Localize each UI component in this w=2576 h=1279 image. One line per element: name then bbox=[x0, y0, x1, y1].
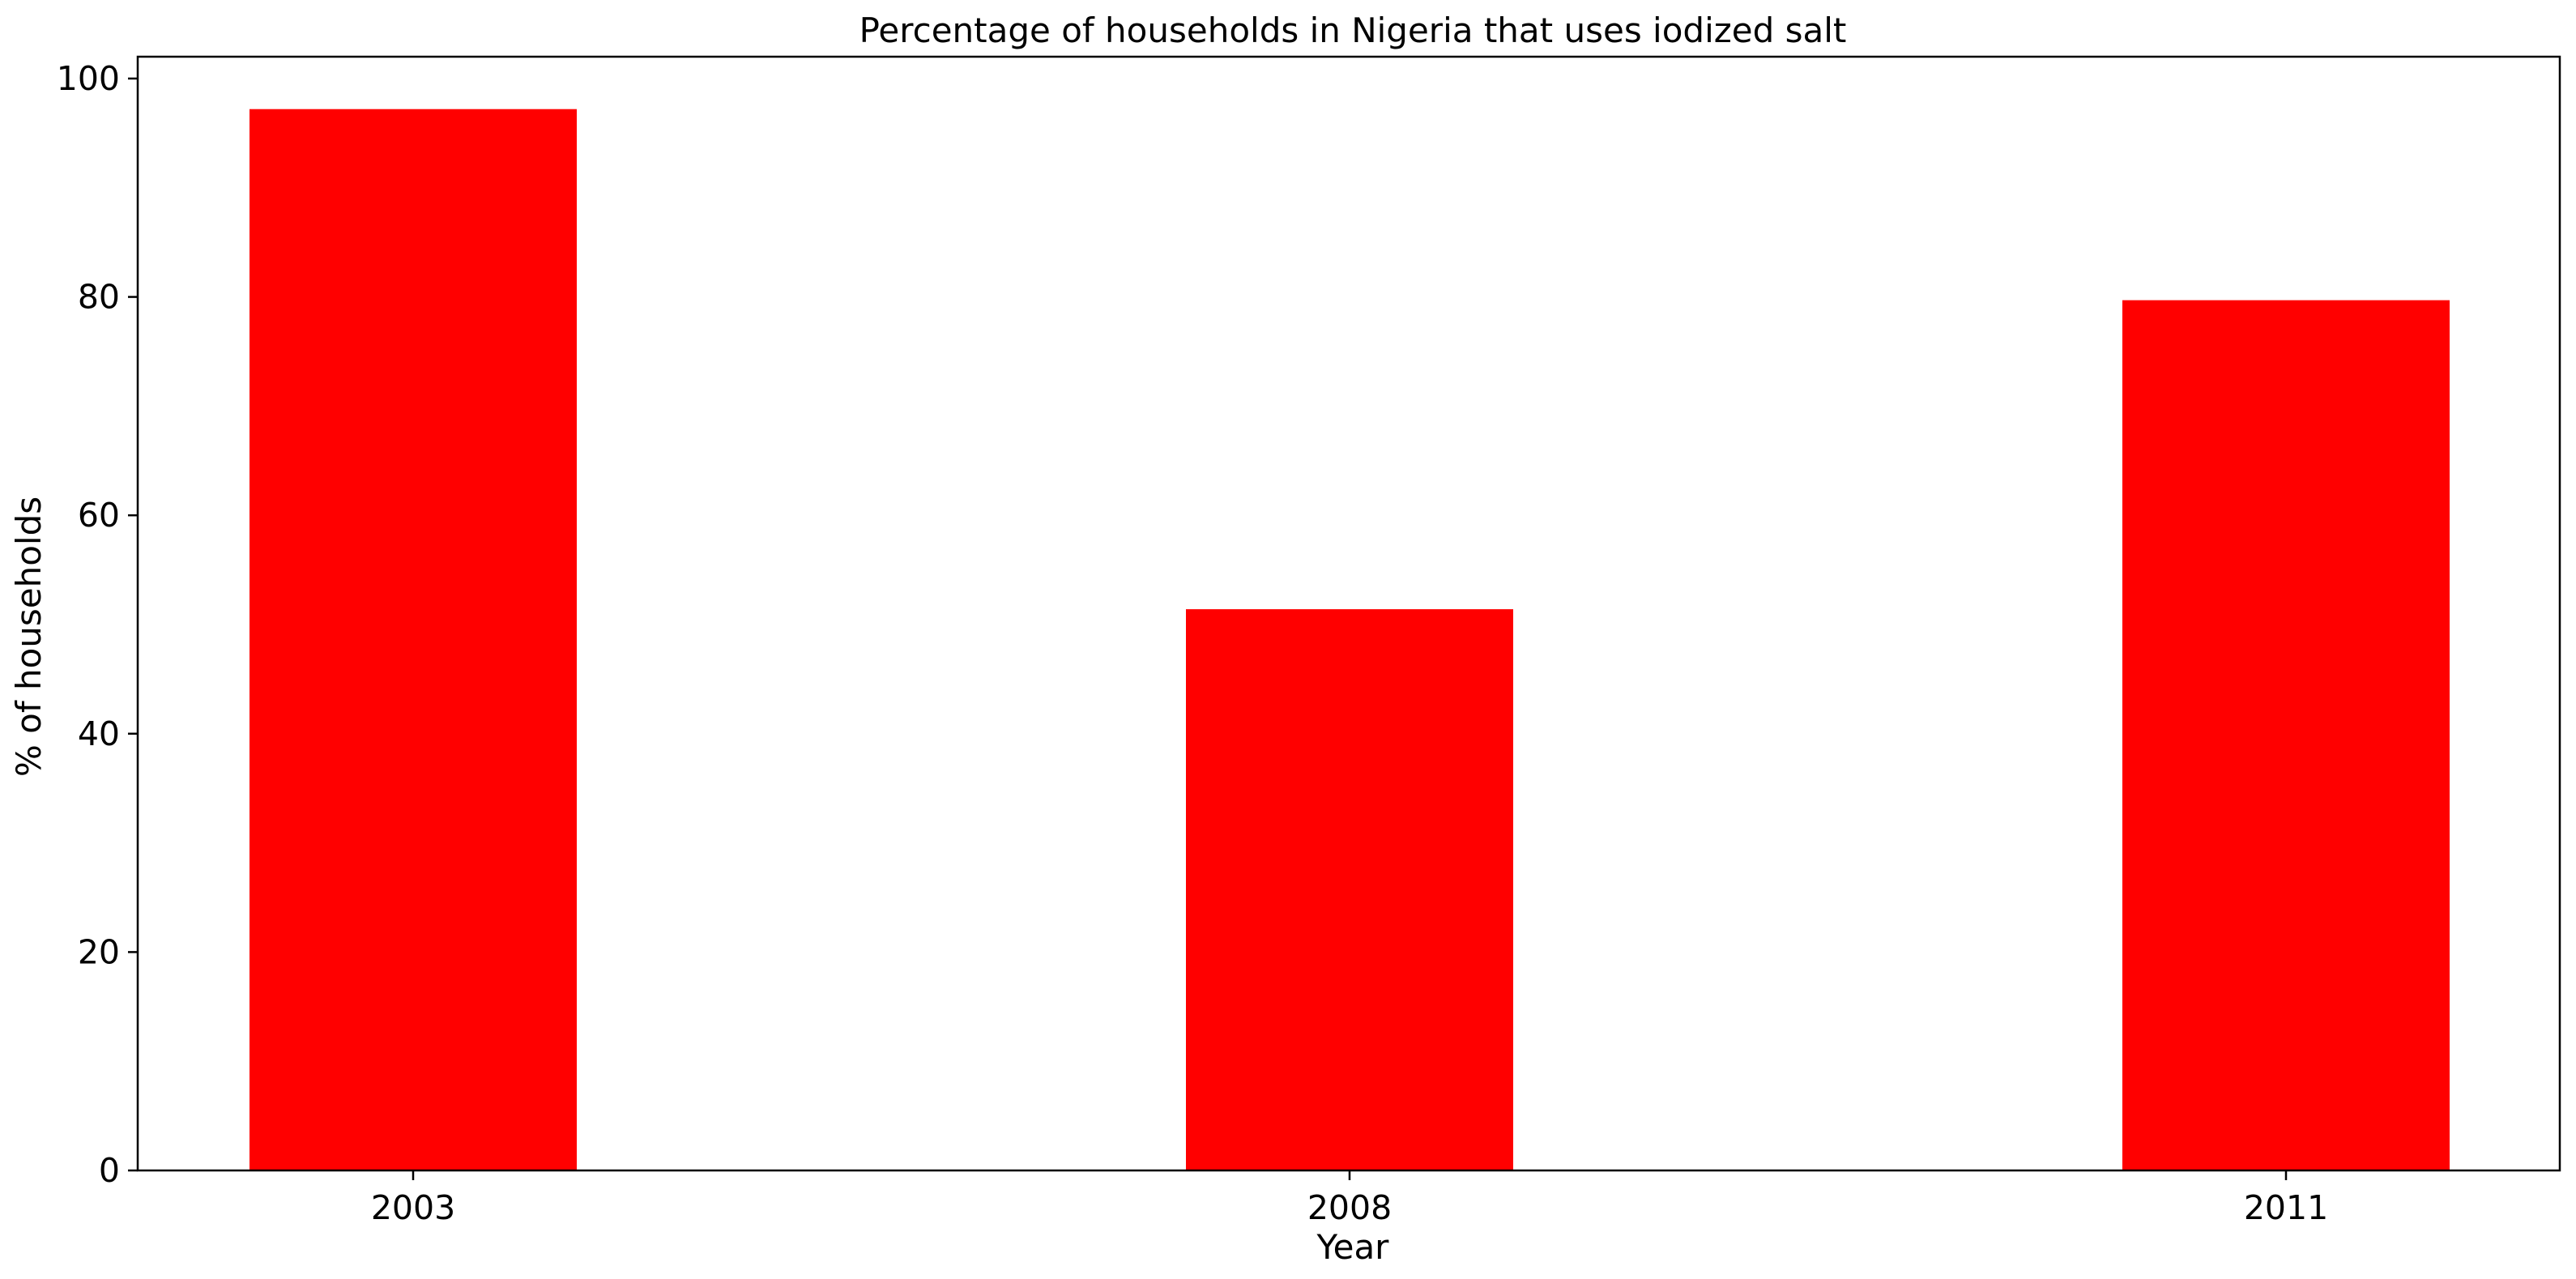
y-axis-ticks: 0 20 40 60 80 100 bbox=[57, 59, 138, 1190]
x-tick-label: 2011 bbox=[2244, 1188, 2328, 1227]
bar-2008 bbox=[1186, 609, 1513, 1170]
y-tick-label: 100 bbox=[57, 59, 120, 98]
x-axis-ticks: 2003 2008 2011 bbox=[371, 1170, 2328, 1227]
x-tick-label: 2003 bbox=[371, 1188, 455, 1227]
x-tick-label: 2008 bbox=[1307, 1188, 1392, 1227]
y-tick-label: 20 bbox=[78, 932, 120, 971]
x-axis-label: Year bbox=[1316, 1227, 1390, 1267]
y-tick-label: 60 bbox=[78, 496, 120, 535]
y-axis-label: % of households bbox=[9, 497, 49, 777]
bars-group bbox=[249, 109, 2450, 1170]
y-tick-label: 0 bbox=[99, 1151, 120, 1190]
y-tick-label: 80 bbox=[78, 278, 120, 317]
chart-title: Percentage of households in Nigeria that… bbox=[859, 11, 1847, 50]
y-tick-label: 40 bbox=[78, 714, 120, 753]
bar-2003 bbox=[249, 109, 577, 1170]
bar-2011 bbox=[2122, 300, 2450, 1170]
plot-area-frame bbox=[136, 55, 2561, 1172]
